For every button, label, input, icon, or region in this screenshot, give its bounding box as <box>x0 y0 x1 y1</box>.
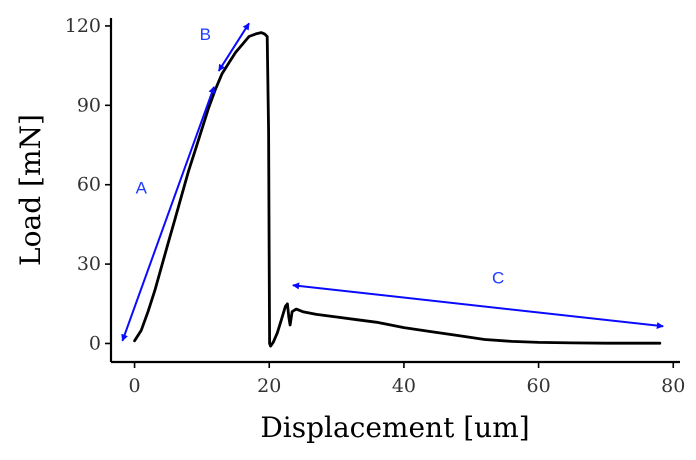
annotation-label-c: C <box>492 268 504 287</box>
x-tick-label: 80 <box>661 375 685 397</box>
annotation-arrow-b <box>217 22 250 72</box>
annotation-label-a: A <box>136 178 148 197</box>
annotation-label-b: B <box>200 25 211 44</box>
x-tick-label: 40 <box>392 375 416 397</box>
load-curve-line <box>133 31 662 348</box>
y-tick-label: 60 <box>77 174 101 196</box>
y-tick-label: 120 <box>65 15 101 37</box>
y-tick-label: 90 <box>77 94 101 116</box>
y-tick-label: 30 <box>77 253 101 275</box>
x-tick-label: 60 <box>526 375 550 397</box>
x-tick-label: 0 <box>129 375 141 397</box>
y-tick-label: 0 <box>89 332 101 354</box>
annotation-arrow-a <box>121 86 216 342</box>
annotation-arrow-c <box>292 282 664 330</box>
x-tick-label: 20 <box>257 375 281 397</box>
y-axis-title: Load [mN] <box>14 114 47 266</box>
x-axis-title: Displacement [um] <box>260 411 529 444</box>
